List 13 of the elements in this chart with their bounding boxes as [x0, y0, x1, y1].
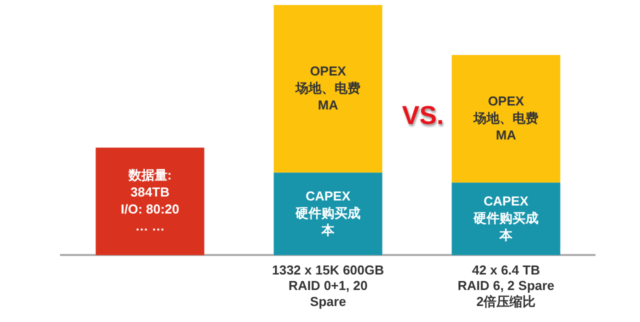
x-tick-label: 42 x 6.4 TB RAID 6, 2 Spare 2倍压缩比 — [458, 262, 554, 309]
bar — [274, 172, 382, 256]
text: OPEX 场地、电费 MA — [296, 63, 360, 112]
series-label: 数据量: 384TB I/O: 80:20 … … — [120, 167, 180, 234]
text: CAPEX 硬件购买成本 — [296, 188, 360, 238]
series-label: OPEX 场地、电费 MA — [472, 93, 538, 142]
bar — [274, 5, 382, 173]
x-tick-label: 1332 x 15K 600GB RAID 0+1, 20 Spare — [272, 262, 384, 309]
bar — [452, 55, 560, 183]
annotation: VS. — [402, 100, 444, 131]
bar — [452, 182, 560, 256]
bar — [96, 148, 204, 256]
series-label: CAPEX 硬件购买成本 — [472, 194, 538, 242]
